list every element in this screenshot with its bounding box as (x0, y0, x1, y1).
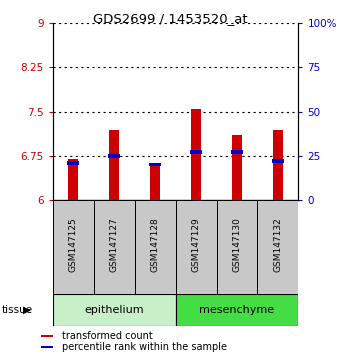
Bar (191, 109, 201, 200)
Bar (135, 200, 176, 294)
Text: GSM147127: GSM147127 (110, 218, 119, 273)
Text: tissue: tissue (2, 305, 33, 315)
Text: GSM147132: GSM147132 (273, 218, 282, 273)
Bar (232, 135, 242, 200)
Bar (231, 150, 243, 154)
Text: GSM147130: GSM147130 (233, 218, 241, 273)
Text: GSM147125: GSM147125 (69, 218, 78, 273)
Bar (272, 159, 284, 163)
Text: transformed count: transformed count (61, 331, 152, 341)
Text: GSM147129: GSM147129 (192, 218, 201, 273)
Bar (176, 200, 217, 294)
Bar (53, 200, 94, 294)
Bar (67, 161, 79, 165)
Bar (176, 294, 298, 326)
Bar (217, 200, 257, 294)
Text: percentile rank within the sample: percentile rank within the sample (61, 342, 226, 352)
Bar (150, 163, 160, 200)
Bar (190, 150, 202, 154)
Text: GSM147128: GSM147128 (151, 218, 160, 273)
Bar (41, 335, 53, 337)
Text: mesenchyme: mesenchyme (199, 305, 275, 315)
Text: epithelium: epithelium (85, 305, 144, 315)
Bar (94, 200, 135, 294)
Bar (41, 346, 53, 348)
Text: GDS2699 / 1453520_at: GDS2699 / 1453520_at (93, 12, 248, 25)
Bar (109, 130, 119, 200)
Text: ▶: ▶ (23, 305, 31, 315)
Bar (108, 154, 120, 158)
Bar (53, 294, 176, 326)
Bar (68, 159, 78, 200)
Bar (149, 163, 161, 166)
Bar (257, 200, 298, 294)
Bar (273, 130, 283, 200)
